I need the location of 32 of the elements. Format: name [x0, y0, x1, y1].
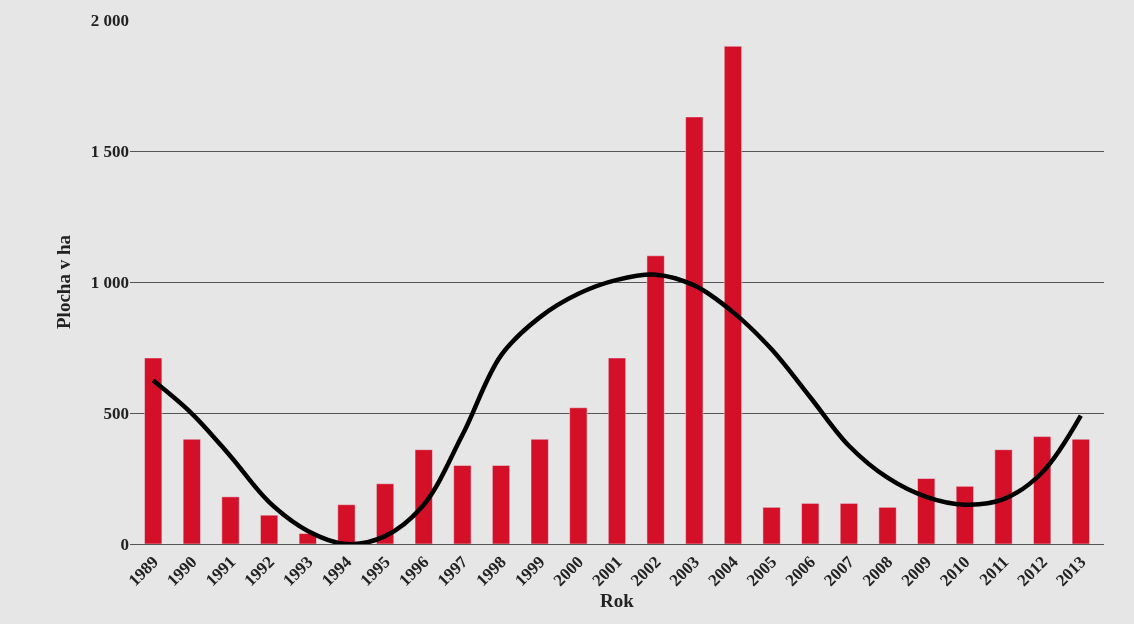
bar — [1071, 438, 1090, 544]
y-tick-label: 2 000 — [90, 10, 129, 30]
bar — [685, 116, 704, 544]
bar — [762, 507, 781, 544]
bar — [221, 496, 240, 544]
bar — [646, 255, 665, 544]
bar — [453, 465, 472, 544]
bar — [414, 449, 433, 544]
bar — [337, 504, 356, 544]
y-tick-label: 1 500 — [90, 141, 129, 161]
y-axis-title: Plocha v ha — [52, 234, 74, 329]
bar — [917, 478, 936, 544]
bar — [878, 507, 897, 544]
bar — [994, 449, 1013, 544]
y-tick-label: 1 000 — [90, 272, 129, 292]
y-tick-label: 500 — [103, 403, 129, 423]
y-tick-label: 0 — [120, 534, 129, 554]
bar — [839, 503, 858, 544]
bar — [530, 438, 549, 544]
bar — [376, 483, 395, 544]
bar — [182, 438, 201, 544]
bar — [1033, 436, 1052, 544]
bar — [955, 486, 974, 544]
line-series — [150, 272, 1084, 544]
x-axis-title: Rok — [600, 589, 635, 611]
bar — [260, 514, 279, 544]
bar — [724, 45, 742, 544]
bar — [801, 503, 820, 544]
bar — [608, 357, 626, 544]
bar — [492, 465, 510, 544]
bar — [144, 357, 163, 544]
bar — [569, 407, 588, 544]
